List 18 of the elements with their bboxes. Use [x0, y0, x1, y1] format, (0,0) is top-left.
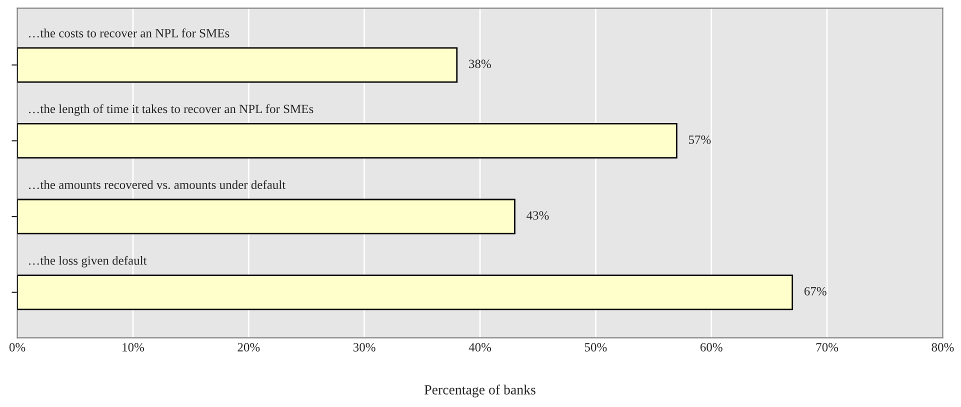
y-tick-label: …the length of time it takes to recover an NPL for SMEs — [29, 104, 314, 116]
data-label: 57% — [688, 135, 711, 144]
data-label: 43% — [526, 211, 549, 220]
x-tick-label: 40% — [468, 343, 492, 352]
data-label: 67% — [804, 287, 826, 296]
x-tick-label: 60% — [700, 343, 722, 352]
data-label: 38% — [469, 60, 491, 68]
y-tick-label: …the amounts recovered vs. amounts under default — [29, 180, 286, 190]
x-tick-label: 30% — [353, 343, 376, 352]
x-tick-label: 10% — [122, 343, 144, 352]
x-axis-title: Percentage of banks — [424, 384, 536, 398]
x-tick-label: 50% — [584, 343, 607, 352]
y-tick-label: …the loss given default — [29, 256, 147, 268]
x-tick-label: 0% — [9, 343, 26, 352]
y-tick-label: …the costs to recover an NPL for SMEs — [29, 28, 230, 38]
x-tick-label: 70% — [816, 343, 838, 352]
x-tick-label: 20% — [238, 343, 260, 352]
x-tick-label: 80% — [932, 343, 954, 352]
